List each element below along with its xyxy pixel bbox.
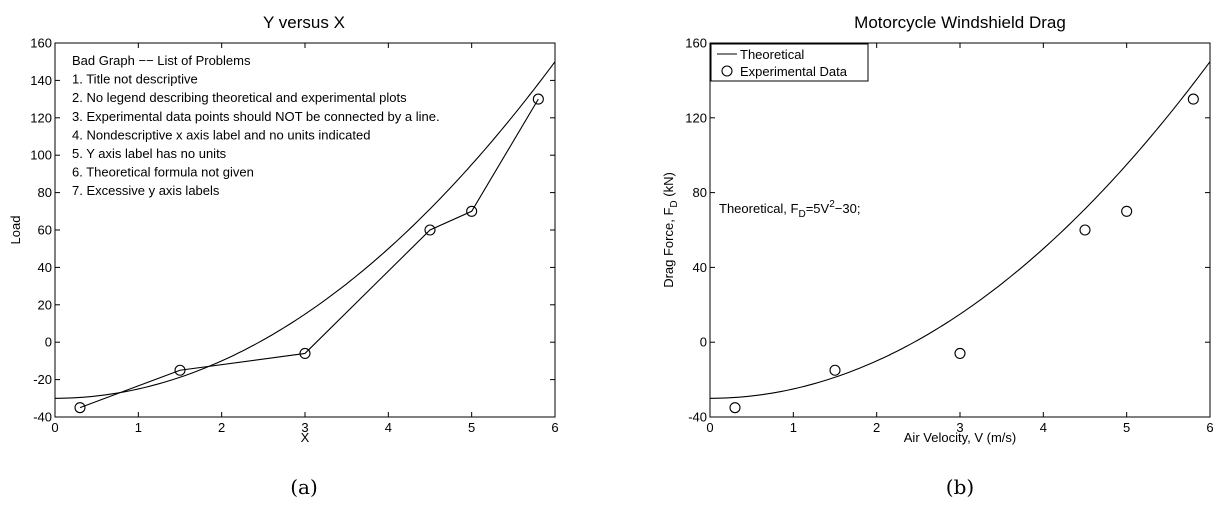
chart-b-legend: Theoretical Experimental Data bbox=[710, 43, 869, 82]
data-point-marker bbox=[532, 93, 544, 105]
y-tick-label: 80 bbox=[693, 185, 707, 200]
annotation-line: 1. Title not descriptive bbox=[72, 72, 198, 87]
chart-b-caption: (b) bbox=[946, 475, 974, 499]
data-point-marker bbox=[1121, 205, 1133, 217]
data-point-marker bbox=[729, 402, 741, 414]
chart-a-x-axis: 0 1 2 3 4 5 6 bbox=[51, 43, 559, 435]
y-tick-label: 60 bbox=[38, 223, 52, 238]
data-point-marker bbox=[299, 347, 311, 359]
chart-a-annotation: Bad Graph −− List of Problems 1. Title no… bbox=[72, 53, 440, 198]
chart-a-plot-frame bbox=[54, 42, 556, 418]
x-tick-label: 3 bbox=[956, 420, 963, 435]
chart-b-plot-frame bbox=[709, 42, 1211, 418]
chart-a-y-axis: -40 -20 0 20 40 60 80 100 120 140 160 bbox=[30, 36, 555, 425]
y-tick-label: 20 bbox=[38, 297, 52, 312]
y-tick-label: 140 bbox=[30, 73, 52, 88]
chart-b-x-axis: 0 1 2 3 4 5 6 bbox=[706, 43, 1214, 435]
chart-b-legend-box bbox=[710, 43, 869, 82]
y-tick-label: -20 bbox=[33, 372, 52, 387]
y-tick-label: 100 bbox=[30, 148, 52, 163]
x-tick-label: 1 bbox=[135, 420, 142, 435]
chart-a-caption: (a) bbox=[290, 475, 318, 499]
data-point-marker bbox=[74, 402, 86, 414]
x-tick-label: 0 bbox=[706, 420, 713, 435]
chart-a-y-axis-label: Load bbox=[8, 216, 23, 245]
chart-b-formula-annotation: Theoretical, FD=5V2−30; bbox=[719, 199, 860, 220]
annotation-line: 6. Theoretical formula not given bbox=[72, 165, 254, 180]
chart-b-theoretical-curve bbox=[709, 61, 1211, 399]
y-tick-label: 160 bbox=[685, 36, 707, 51]
y-tick-label: 40 bbox=[693, 260, 707, 275]
y-tick-label: 120 bbox=[30, 110, 52, 125]
y-tick-label: 0 bbox=[700, 335, 707, 350]
chart-a-data-connector-line bbox=[79, 98, 539, 409]
data-point-marker bbox=[424, 224, 436, 236]
chart-b-y-axis: -40 0 40 80 120 160 bbox=[685, 36, 1210, 425]
y-tick-label: 80 bbox=[38, 185, 52, 200]
annotation-line: 5. Y axis label has no units bbox=[72, 146, 227, 161]
x-tick-label: 1 bbox=[790, 420, 797, 435]
data-point-marker bbox=[1079, 224, 1091, 236]
annotation-line: 4. Nondescriptive x axis label and no un… bbox=[72, 127, 370, 142]
x-tick-label: 6 bbox=[1206, 420, 1213, 435]
chart-a-title: Y versus X bbox=[263, 13, 345, 32]
y-tick-label: 0 bbox=[45, 335, 52, 350]
y-tick-label: 40 bbox=[38, 260, 52, 275]
data-point-marker bbox=[829, 364, 841, 376]
annotation-line: Bad Graph −− List of Problems bbox=[72, 53, 251, 68]
x-tick-label: 4 bbox=[385, 420, 392, 435]
chart-a-theoretical-curve bbox=[54, 61, 556, 399]
chart-b-data-points bbox=[729, 93, 1199, 414]
x-tick-label: 6 bbox=[551, 420, 558, 435]
annotation-line: 7. Excessive y axis labels bbox=[72, 183, 220, 198]
chart-a: Y versus X 0 1 2 3 4 5 6 -40 -20 0 20 40 60 80 100 120… bbox=[8, 13, 559, 499]
chart-b-legend-experimental: Experimental Data bbox=[740, 64, 848, 79]
y-tick-label: -40 bbox=[33, 410, 52, 425]
annotation-line: 3. Experimental data points should NOT b… bbox=[72, 109, 440, 124]
data-point-marker bbox=[954, 347, 966, 359]
x-tick-label: 5 bbox=[468, 420, 475, 435]
chart-b-y-axis-label: Drag Force, FD (kN) bbox=[661, 172, 680, 288]
x-tick-label: 3 bbox=[301, 420, 308, 435]
chart-b-x-axis-label: Air Velocity, V (m/s) bbox=[904, 430, 1016, 445]
y-tick-label: -40 bbox=[688, 410, 707, 425]
x-tick-label: 2 bbox=[873, 420, 880, 435]
data-point-marker bbox=[1187, 93, 1199, 105]
data-point-marker bbox=[466, 205, 478, 217]
x-tick-label: 5 bbox=[1123, 420, 1130, 435]
chart-a-x-axis-label: X bbox=[301, 430, 310, 445]
chart-b-legend-marker-swatch bbox=[721, 65, 733, 77]
annotation-line: 2. No legend describing theoretical and … bbox=[72, 90, 407, 105]
x-tick-label: 4 bbox=[1040, 420, 1047, 435]
chart-b-title: Motorcycle Windshield Drag bbox=[854, 13, 1066, 32]
x-tick-label: 0 bbox=[51, 420, 58, 435]
chart-b-legend-theoretical: Theoretical bbox=[740, 47, 804, 62]
y-tick-label: 120 bbox=[685, 110, 707, 125]
data-point-marker bbox=[174, 364, 186, 376]
y-tick-label: 160 bbox=[30, 36, 52, 51]
chart-a-data-points bbox=[74, 93, 544, 414]
x-tick-label: 2 bbox=[218, 420, 225, 435]
